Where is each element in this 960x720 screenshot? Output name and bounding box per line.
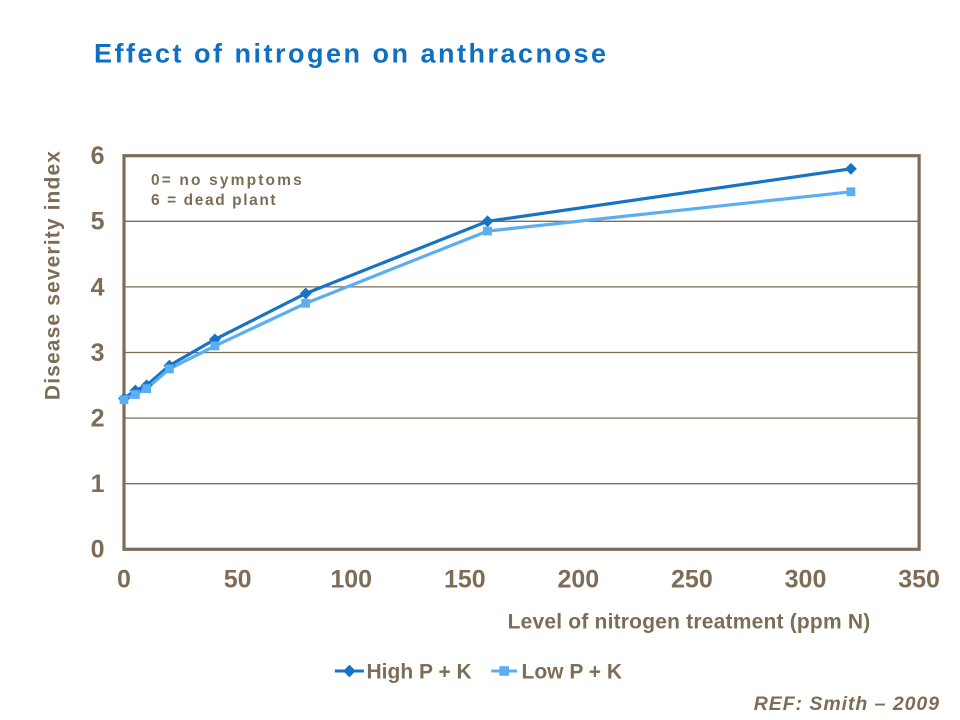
svg-text:0= no symptoms: 0= no symptoms: [151, 172, 304, 189]
svg-text:300: 300: [785, 565, 827, 593]
svg-text:0: 0: [117, 565, 131, 593]
svg-text:150: 150: [444, 565, 486, 593]
svg-text:REF: Smith – 2009: REF: Smith – 2009: [754, 693, 940, 715]
svg-text:0: 0: [91, 536, 105, 564]
svg-text:Effect of nitrogen on anthracn: Effect of nitrogen on anthracnose: [94, 38, 609, 68]
svg-text:High P + K: High P + K: [367, 660, 472, 683]
svg-text:3: 3: [91, 339, 105, 367]
svg-text:250: 250: [671, 565, 713, 593]
svg-text:100: 100: [330, 565, 372, 593]
svg-text:5: 5: [91, 208, 105, 236]
svg-text:Low P + K: Low P + K: [522, 660, 623, 683]
svg-text:4: 4: [91, 273, 105, 301]
svg-text:Level of nitrogen treatment (p: Level of nitrogen treatment (ppm N): [508, 611, 871, 634]
svg-text:Disease severity index: Disease severity index: [42, 150, 65, 400]
svg-text:6: 6: [91, 142, 105, 170]
svg-text:200: 200: [557, 565, 599, 593]
svg-text:6 = dead plant: 6 = dead plant: [151, 192, 277, 209]
svg-text:350: 350: [898, 565, 940, 593]
svg-text:2: 2: [91, 405, 105, 433]
svg-text:50: 50: [224, 565, 252, 593]
svg-text:1: 1: [91, 470, 105, 498]
